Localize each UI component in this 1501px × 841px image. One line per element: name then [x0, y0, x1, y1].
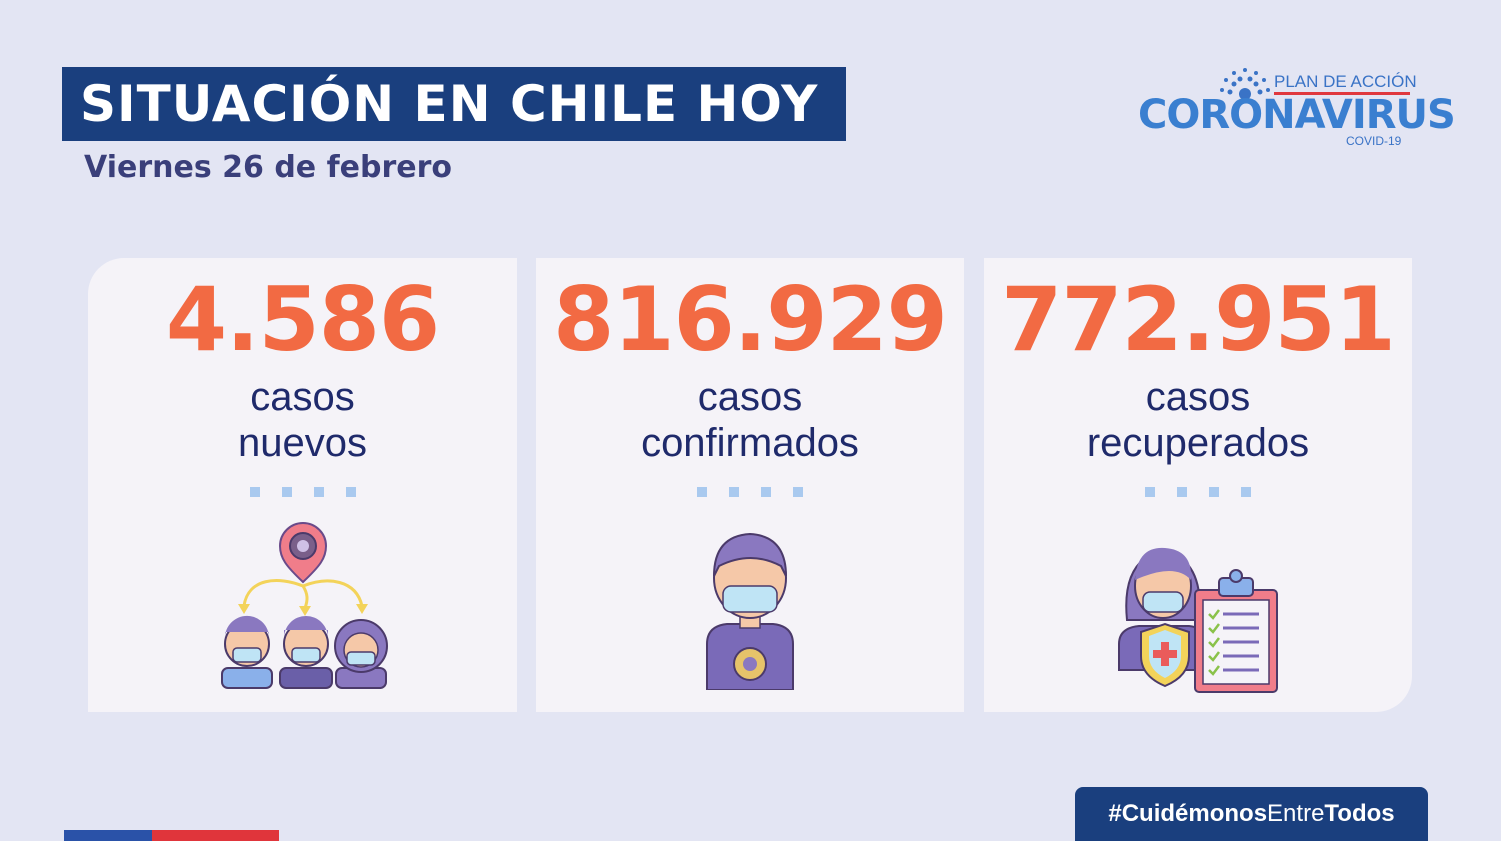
flag-stripe-blue: [64, 830, 152, 841]
stat-card-nuevos: 4.586 casos nuevos: [88, 258, 517, 712]
logo-main-text: CORONAVIRUS: [1138, 92, 1456, 138]
contagion-people-icon: [220, 522, 388, 689]
hashtag-part-c: Todos: [1324, 800, 1395, 827]
stat-value: 816.929: [553, 268, 948, 371]
stat-label-line2: recuperados: [1086, 421, 1310, 465]
stat-label-line1: casos: [1145, 375, 1251, 419]
stat-label: casos confirmados: [536, 374, 964, 466]
logo-top-text: PLAN DE ACCIÓN: [1274, 72, 1417, 91]
flag-stripe-red: [152, 830, 279, 841]
stat-label-line2: nuevos: [238, 421, 367, 465]
logo-divider: [1274, 92, 1410, 95]
hashtag-banner: #Cuidémonos Entre Todos: [1075, 787, 1428, 841]
recovered-clipboard-icon: [1118, 547, 1278, 693]
date-subtitle: Viernes 26 de febrero: [84, 150, 452, 185]
page-title-text: SITUACIÓN EN CHILE HOY: [80, 75, 819, 133]
stat-label-line1: casos: [697, 375, 803, 419]
dot-separator: [984, 487, 1412, 497]
stat-value: 772.951: [1001, 268, 1396, 371]
stat-card-confirmados: 816.929 casos confirmados: [536, 258, 964, 712]
logo-sub-text: COVID-19: [1346, 134, 1402, 148]
stat-label: casos nuevos: [88, 374, 517, 466]
hashtag-part-b: Entre: [1267, 800, 1325, 827]
dot-separator: [536, 487, 964, 497]
page-title: SITUACIÓN EN CHILE HOY: [62, 67, 846, 141]
stat-value: 4.586: [165, 268, 440, 371]
stat-card-recuperados: 772.951 casos recuperados: [984, 258, 1412, 712]
stat-label: casos recuperados: [984, 374, 1412, 466]
stat-label-line1: casos: [250, 375, 355, 419]
masked-person-virus-icon: [706, 532, 794, 690]
plan-coronavirus-logo: PLAN DE ACCIÓN CORONAVIRUS COVID-19: [1130, 62, 1456, 154]
logo-dots-icon: [1220, 68, 1270, 100]
stat-label-line2: confirmados: [641, 421, 859, 465]
dot-separator: [88, 487, 517, 497]
hashtag-part-a: #Cuidémonos: [1108, 800, 1268, 827]
